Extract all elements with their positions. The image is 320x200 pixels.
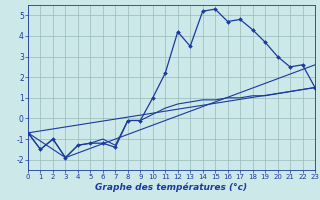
X-axis label: Graphe des températures (°c): Graphe des températures (°c): [95, 183, 248, 192]
